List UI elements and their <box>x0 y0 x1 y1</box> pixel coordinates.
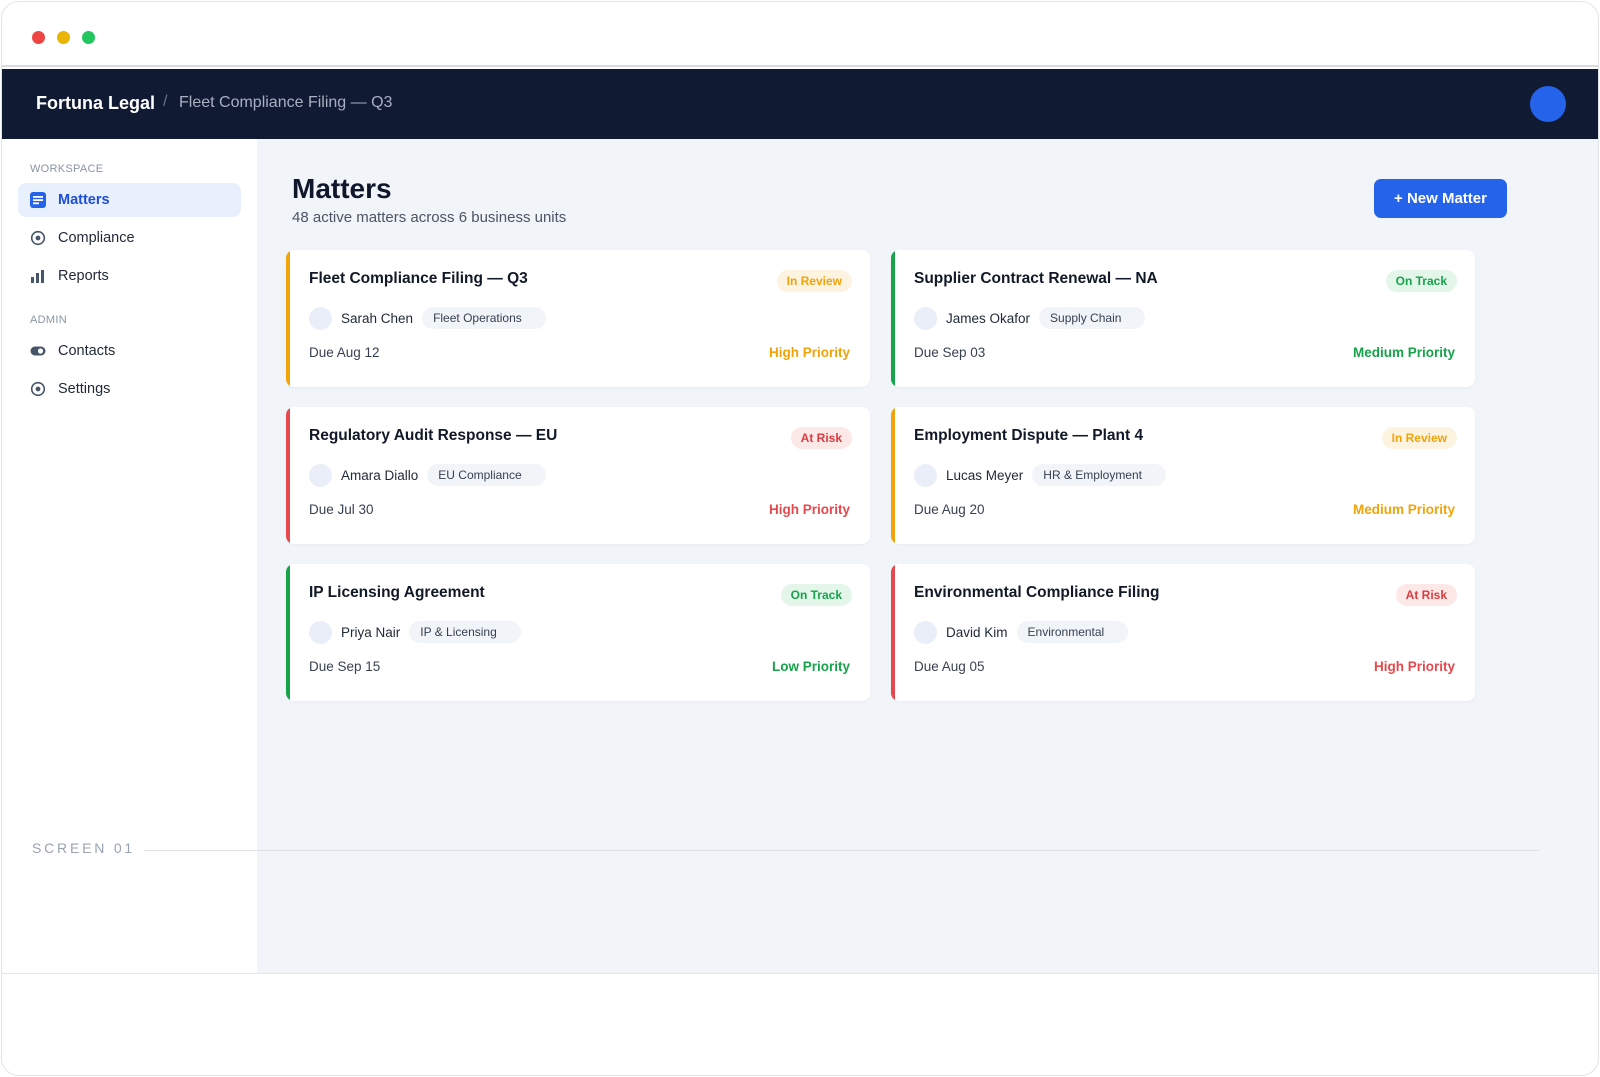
matter-title[interactable]: Supplier Contract Renewal — NA <box>914 270 1158 287</box>
status-badge: At Risk <box>790 427 852 449</box>
due-date: Due Aug 12 <box>309 345 380 360</box>
breadcrumb[interactable]: Fleet Compliance Filing — Q3 <box>179 94 393 111</box>
priority-label: High Priority <box>768 502 850 517</box>
sidebar-item-matters[interactable]: Matters <box>18 183 241 217</box>
user-avatar[interactable] <box>1530 86 1566 122</box>
owner-name: Lucas Meyer <box>946 467 1024 483</box>
matter-card[interactable]: Supplier Contract Renewal — NA On Track … <box>891 250 1475 387</box>
priority-label: Low Priority <box>771 659 850 674</box>
matter-title[interactable]: IP Licensing Agreement <box>309 584 485 601</box>
owner-name: Priya Nair <box>341 624 401 640</box>
bar-chart-icon <box>30 268 46 284</box>
owner-name: Sarah Chen <box>341 310 414 326</box>
matter-title[interactable]: Fleet Compliance Filing — Q3 <box>309 270 528 287</box>
avatar <box>309 463 332 487</box>
maximize-window-button[interactable] <box>82 31 95 44</box>
status-badge: At Risk <box>1395 584 1457 606</box>
matters-icon <box>30 192 46 208</box>
sidebar-item-settings[interactable]: Settings <box>18 372 241 406</box>
avatar <box>914 463 937 487</box>
top-header: Fortuna Legal / Fleet Compliance Filing … <box>2 69 1598 139</box>
sidebar-item-contacts[interactable]: Contacts <box>18 334 241 368</box>
due-date: Due Jul 30 <box>309 502 374 517</box>
page-subtitle: 48 active matters across 6 business unit… <box>292 209 567 226</box>
screen-label: SCREEN 01 <box>32 840 136 856</box>
status-accent-bar <box>891 564 895 701</box>
matter-card[interactable]: IP Licensing Agreement On Track Priya Na… <box>286 564 870 701</box>
business-unit-tag: Supply Chain <box>1039 307 1146 329</box>
sidebar-item-label: Matters <box>58 192 110 208</box>
owner-name: Amara Diallo <box>341 467 419 483</box>
business-unit-tag: EU Compliance <box>427 464 546 486</box>
owner-name: James Okafor <box>946 310 1031 326</box>
sidebar: WORKSPACE Matters Compliance Reports ADM… <box>2 139 257 973</box>
due-date: Due Sep 03 <box>914 345 986 360</box>
matter-owner: Priya Nair IP & Licensing <box>309 620 521 644</box>
sidebar-item-label: Contacts <box>58 343 116 359</box>
minimize-window-button[interactable] <box>57 31 70 44</box>
status-accent-bar <box>286 250 290 387</box>
status-badge: In Review <box>776 270 852 292</box>
status-badge: On Track <box>1385 270 1457 292</box>
matter-owner: James Okafor Supply Chain <box>914 306 1146 330</box>
matter-card[interactable]: Environmental Compliance Filing At Risk … <box>891 564 1475 701</box>
divider <box>144 850 1539 851</box>
matter-owner: Amara Diallo EU Compliance <box>309 463 546 487</box>
due-date: Due Aug 05 <box>914 659 985 674</box>
sidebar-item-label: Reports <box>58 268 109 284</box>
breadcrumb-separator: / <box>163 93 168 110</box>
business-unit-tag: IP & Licensing <box>409 621 521 643</box>
status-accent-bar <box>891 250 895 387</box>
bottom-panel <box>2 973 1598 1075</box>
status-accent-bar <box>286 407 290 544</box>
matter-title[interactable]: Regulatory Audit Response — EU <box>309 427 558 444</box>
matter-card[interactable]: Fleet Compliance Filing — Q3 In Review S… <box>286 250 870 387</box>
contacts-icon <box>30 343 46 359</box>
priority-label: High Priority <box>768 345 850 360</box>
due-date: Due Aug 20 <box>914 502 985 517</box>
status-accent-bar <box>891 407 895 544</box>
priority-label: Medium Priority <box>1352 502 1455 517</box>
avatar <box>914 306 937 330</box>
settings-icon <box>30 381 46 397</box>
matter-card[interactable]: Regulatory Audit Response — EU At Risk A… <box>286 407 870 544</box>
priority-label: High Priority <box>1373 659 1455 674</box>
matter-owner: Lucas Meyer HR & Employment <box>914 463 1166 487</box>
owner-name: David Kim <box>946 624 1008 640</box>
sidebar-item-reports[interactable]: Reports <box>18 259 241 293</box>
due-date: Due Sep 15 <box>309 659 381 674</box>
matter-title[interactable]: Environmental Compliance Filing <box>914 584 1160 601</box>
status-badge: In Review <box>1381 427 1457 449</box>
sidebar-section-workspace: WORKSPACE <box>30 163 104 175</box>
main-content: Matters 48 active matters across 6 busin… <box>257 139 1598 973</box>
status-accent-bar <box>286 564 290 701</box>
page-title: Matters <box>292 173 392 204</box>
target-icon <box>30 230 46 246</box>
business-unit-tag: Environmental <box>1016 621 1129 643</box>
avatar <box>914 620 937 644</box>
sidebar-item-label: Compliance <box>58 230 135 246</box>
matter-owner: Sarah Chen Fleet Operations <box>309 306 546 330</box>
matter-title[interactable]: Employment Dispute — Plant 4 <box>914 427 1144 444</box>
sidebar-item-compliance[interactable]: Compliance <box>18 221 241 255</box>
business-unit-tag: HR & Employment <box>1032 464 1166 486</box>
status-badge: On Track <box>780 584 852 606</box>
avatar <box>309 620 332 644</box>
brand-name[interactable]: Fortuna Legal <box>36 93 156 113</box>
avatar <box>309 306 332 330</box>
sidebar-item-label: Settings <box>58 381 111 397</box>
new-matter-button[interactable]: + New Matter <box>1374 179 1507 218</box>
business-unit-tag: Fleet Operations <box>422 307 546 329</box>
matter-card[interactable]: Employment Dispute — Plant 4 In Review L… <box>891 407 1475 544</box>
window-titlebar <box>2 2 1598 67</box>
priority-label: Medium Priority <box>1352 345 1455 360</box>
sidebar-section-admin: ADMIN <box>30 314 67 326</box>
matter-owner: David Kim Environmental <box>914 620 1129 644</box>
close-window-button[interactable] <box>32 31 45 44</box>
